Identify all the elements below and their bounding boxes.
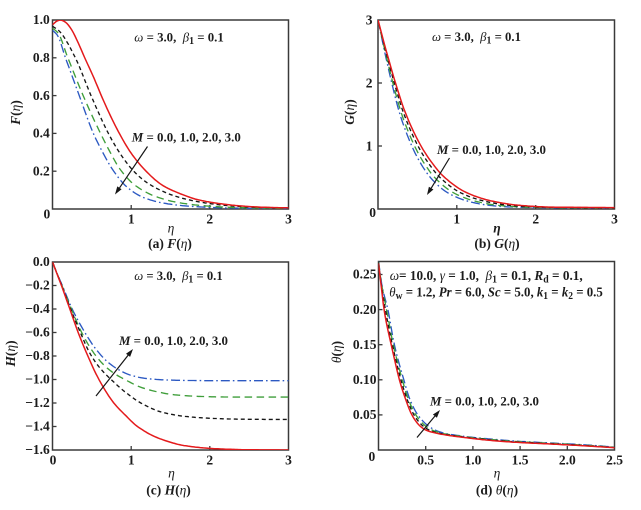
svg-text:0.20: 0.20 [353, 302, 377, 317]
svg-text:0.4: 0.4 [33, 126, 50, 141]
svg-text:ω = 3.0, β1 = 0.1: ω = 3.0, β1 = 0.1 [134, 30, 224, 48]
svg-text:0: 0 [369, 205, 376, 220]
svg-text:0.6: 0.6 [33, 88, 50, 103]
svg-text:η: η [168, 466, 175, 481]
svg-text:2.0: 2.0 [559, 453, 576, 468]
svg-text:−0.4: −0.4 [25, 301, 50, 316]
svg-text:F(η): F(η) [8, 100, 23, 126]
svg-text:0.0: 0.0 [33, 254, 50, 269]
svg-text:−1.0: −1.0 [25, 372, 50, 387]
svg-text:(c) H(η): (c) H(η) [146, 483, 191, 498]
svg-text:2.5: 2.5 [606, 453, 623, 468]
svg-text:1.0: 1.0 [33, 12, 50, 27]
svg-text:1.5: 1.5 [512, 453, 529, 468]
svg-text:G(η): G(η) [342, 99, 357, 124]
svg-text:2: 2 [532, 212, 539, 227]
svg-text:H(η): H(η) [3, 340, 18, 367]
svg-text:θw = 1.2, Pr = 6.0, Sc = 5.0,: θw = 1.2, Pr = 6.0, Sc = 5.0, k1 = k2 = … [389, 285, 603, 303]
svg-text:−0.6: −0.6 [25, 325, 50, 340]
svg-text:1: 1 [128, 212, 135, 227]
svg-text:η: η [493, 221, 500, 236]
svg-text:ω = 3.0, β1 = 0.1: ω = 3.0, β1 = 0.1 [432, 29, 521, 47]
svg-text:M = 0.0, 1.0, 2.0, 3.0: M = 0.0, 1.0, 2.0, 3.0 [436, 142, 546, 157]
svg-text:0.15: 0.15 [353, 337, 377, 352]
svg-text:(a) F(η): (a) F(η) [148, 236, 192, 251]
svg-text:3: 3 [366, 13, 373, 28]
svg-text:ω= 10.0, γ = 1.0, β1 = 0.1, R: ω= 10.0, γ = 1.0, β1 = 0.1, Rd = 0.1, [390, 268, 583, 286]
svg-text:1: 1 [453, 212, 460, 227]
svg-text:−1.6: −1.6 [25, 442, 50, 457]
svg-text:2: 2 [206, 212, 213, 227]
svg-text:2: 2 [366, 76, 373, 91]
svg-text:0: 0 [369, 449, 376, 464]
svg-text:η: η [494, 466, 501, 481]
svg-text:0.05: 0.05 [353, 407, 377, 422]
svg-text:ω = 3.0, β1 = 0.1: ω = 3.0, β1 = 0.1 [134, 268, 223, 286]
svg-text:0.2: 0.2 [33, 163, 50, 178]
svg-text:0.5: 0.5 [417, 453, 434, 468]
svg-text:−0.8: −0.8 [25, 348, 50, 363]
svg-text:−0.2: −0.2 [25, 278, 50, 293]
svg-text:3: 3 [285, 453, 292, 468]
svg-text:1.0: 1.0 [464, 453, 481, 468]
svg-text:1: 1 [128, 453, 135, 468]
svg-text:−1.2: −1.2 [25, 395, 50, 410]
svg-text:−1.4: −1.4 [25, 419, 50, 434]
svg-text:M = 0.0, 1.0, 2.0, 3.0: M = 0.0, 1.0, 2.0, 3.0 [429, 394, 539, 409]
svg-text:1: 1 [366, 139, 373, 154]
svg-text:(b) G(η): (b) G(η) [474, 236, 519, 251]
svg-text:η: η [168, 221, 175, 236]
svg-text:θ(η): θ(η) [329, 341, 344, 363]
svg-text:0: 0 [43, 207, 50, 222]
svg-text:3: 3 [611, 212, 618, 227]
svg-text:M = 0.0, 1.0, 2.0, 3.0: M = 0.0, 1.0, 2.0, 3.0 [118, 333, 228, 348]
svg-text:3: 3 [285, 212, 292, 227]
svg-text:0.10: 0.10 [353, 372, 377, 387]
svg-text:2: 2 [206, 453, 213, 468]
svg-text:(d) θ(η): (d) θ(η) [476, 483, 518, 498]
svg-text:0: 0 [50, 453, 57, 468]
svg-text:M = 0.0, 1.0, 2.0, 3.0: M = 0.0, 1.0, 2.0, 3.0 [131, 129, 241, 144]
svg-text:0.8: 0.8 [33, 50, 50, 65]
svg-text:0.25: 0.25 [353, 267, 377, 282]
